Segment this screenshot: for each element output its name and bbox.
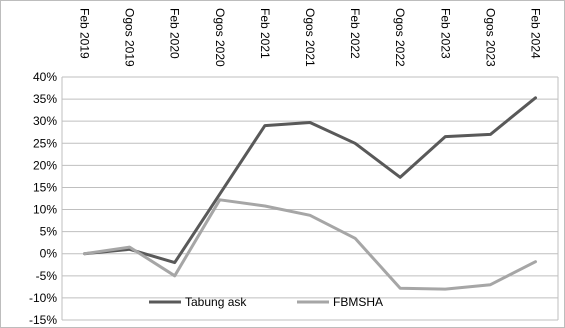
x-tick-label: Ogos 2020	[213, 8, 227, 67]
x-axis-tick-labels: Feb 2019 Ogos 2019 Feb 2020 Ogos 2020 Feb 20…	[78, 8, 543, 67]
y-axis-tick-labels: 40% 35% 30% 25% 20% 15% 10% 5% 0% -5% -10% -15%	[29, 70, 57, 327]
x-tick-label: Feb 2022	[348, 8, 362, 59]
y-tick-label: 40%	[33, 70, 57, 84]
y-tick-label: 30%	[33, 114, 57, 128]
legend-label: Tabung ask	[185, 295, 247, 309]
series-lines	[83, 96, 537, 291]
y-tick-label: 25%	[33, 136, 57, 150]
x-tick-label: Ogos 2019	[123, 8, 137, 67]
y-tick-label: -15%	[29, 313, 57, 327]
x-tick-label: Ogos 2021	[303, 8, 317, 67]
y-tick-label: 5%	[40, 225, 58, 239]
x-tick-label: Feb 2020	[168, 8, 182, 59]
legend-label: FBMSHA	[333, 295, 383, 309]
y-tick-label: 0%	[40, 247, 58, 261]
y-tick-label: 15%	[33, 180, 57, 194]
y-tick-label: -10%	[29, 291, 57, 305]
series-line-fbmsha	[83, 198, 537, 291]
gridlines	[61, 76, 559, 321]
series-line-tabung-ask	[83, 96, 537, 265]
y-tick-label: 10%	[33, 203, 57, 217]
x-tick-label: Feb 2019	[78, 8, 92, 59]
y-tick-label: 20%	[33, 158, 57, 172]
x-tick-label: Feb 2021	[258, 8, 272, 59]
x-tick-label: Feb 2023	[438, 8, 452, 59]
x-tick-label: Ogos 2023	[483, 8, 497, 67]
y-tick-label: -5%	[36, 269, 58, 283]
x-tick-label: Ogos 2022	[393, 8, 407, 67]
x-tick-label: Feb 2024	[528, 8, 542, 59]
legend: Tabung ask FBMSHA	[149, 295, 383, 309]
y-tick-label: 35%	[33, 92, 57, 106]
